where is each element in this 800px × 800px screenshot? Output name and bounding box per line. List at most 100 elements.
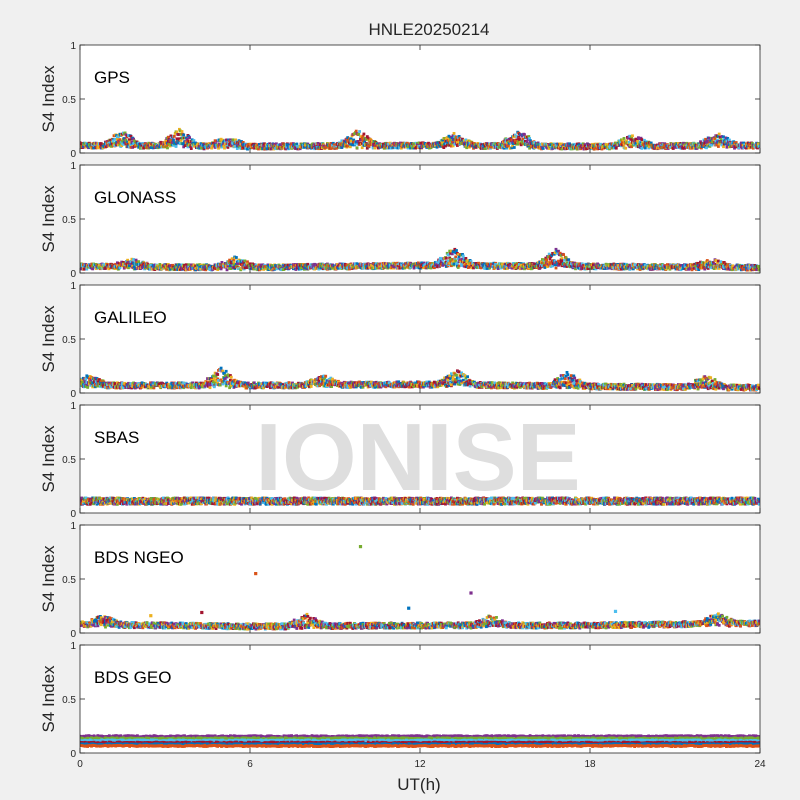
data-point — [344, 140, 348, 144]
data-point — [611, 146, 615, 150]
data-point — [379, 262, 383, 266]
data-point — [467, 266, 470, 269]
data-point — [354, 263, 357, 267]
data-point — [464, 265, 468, 269]
data-point — [726, 145, 730, 149]
data-point — [522, 263, 526, 266]
data-point — [133, 140, 137, 144]
data-point — [751, 142, 754, 145]
data-point — [456, 141, 459, 144]
data-point — [461, 253, 464, 256]
y-tick-label: 0 — [70, 269, 76, 280]
data-point — [188, 136, 191, 139]
data-point — [446, 141, 450, 144]
data-point — [201, 146, 204, 150]
data-point — [659, 142, 662, 146]
data-point — [83, 143, 87, 146]
data-point — [515, 266, 519, 270]
data-point — [518, 138, 521, 141]
data-point — [466, 259, 469, 263]
data-point — [715, 266, 719, 270]
data-point — [468, 263, 472, 266]
data-point — [596, 147, 599, 151]
data-point — [625, 139, 628, 143]
data-point — [445, 143, 449, 147]
data-point — [388, 141, 392, 145]
data-point — [445, 262, 449, 265]
data-point — [453, 257, 457, 261]
data-point — [655, 143, 659, 147]
data-point — [479, 266, 483, 270]
data-point — [565, 147, 569, 150]
data-point — [674, 267, 678, 271]
data-point — [436, 262, 440, 266]
data-point — [457, 260, 461, 264]
data-point — [117, 139, 121, 143]
data-point — [620, 138, 623, 142]
data-point — [172, 134, 176, 138]
data-point — [693, 262, 696, 266]
data-point — [557, 249, 560, 253]
data-point — [114, 262, 118, 266]
data-point — [427, 146, 431, 150]
data-point — [471, 262, 475, 265]
data-point — [229, 267, 233, 270]
data-point — [527, 266, 531, 270]
data-point — [448, 249, 452, 253]
data-point — [177, 141, 180, 145]
data-point — [179, 133, 183, 136]
data-point — [176, 268, 180, 271]
data-point — [222, 142, 225, 146]
data-point — [440, 141, 444, 144]
data-point — [455, 135, 458, 139]
data-point — [137, 260, 141, 263]
data-point — [639, 141, 643, 145]
data-point — [546, 265, 549, 268]
data-point — [335, 146, 339, 150]
data-point — [551, 264, 554, 268]
plot-area — [80, 285, 760, 393]
y-tick-label: 0 — [70, 149, 76, 160]
data-point — [319, 142, 322, 146]
data-point — [581, 266, 585, 270]
data-point — [91, 265, 95, 269]
data-point — [162, 142, 166, 146]
data-point — [549, 143, 553, 146]
data-point — [91, 381, 95, 385]
data-point — [451, 258, 455, 261]
data-point — [567, 144, 571, 147]
data-point — [417, 266, 421, 270]
data-point — [120, 260, 124, 264]
data-point — [325, 145, 328, 149]
data-point — [734, 145, 737, 148]
data-point — [348, 145, 352, 149]
data-point — [457, 255, 461, 258]
data-point — [660, 144, 663, 147]
data-point — [242, 261, 246, 265]
data-point — [739, 141, 743, 145]
data-point — [727, 140, 730, 144]
data-point — [557, 259, 560, 263]
data-point — [560, 257, 564, 260]
data-point — [84, 263, 88, 266]
data-point — [461, 257, 464, 261]
data-point — [638, 144, 642, 147]
data-point — [702, 138, 706, 142]
data-point — [717, 142, 721, 146]
data-point — [669, 145, 673, 149]
data-point — [446, 136, 450, 140]
data-point — [741, 143, 745, 147]
data-point — [396, 261, 400, 265]
data-point — [124, 139, 128, 142]
data-point — [241, 147, 244, 150]
data-point — [747, 146, 751, 150]
data-point — [84, 145, 88, 149]
data-point — [679, 268, 683, 272]
data-point — [223, 146, 226, 150]
data-point — [126, 258, 129, 262]
data-point — [425, 266, 429, 270]
data-point — [637, 266, 641, 270]
data-point — [99, 379, 103, 383]
data-point — [439, 256, 442, 260]
data-point — [473, 142, 476, 145]
